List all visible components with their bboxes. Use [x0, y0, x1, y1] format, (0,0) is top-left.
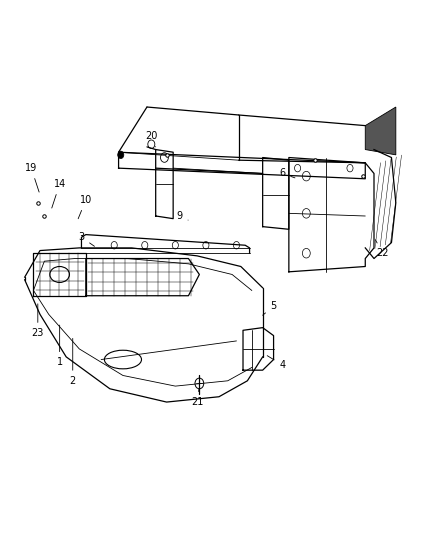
Text: 20: 20: [145, 131, 158, 147]
Text: 5: 5: [263, 301, 277, 315]
Text: 1: 1: [57, 325, 63, 367]
Text: 4: 4: [267, 356, 286, 370]
Text: 10: 10: [78, 195, 92, 219]
Text: 22: 22: [375, 240, 389, 258]
Text: 19: 19: [25, 163, 39, 192]
Polygon shape: [365, 107, 396, 155]
Text: 3: 3: [78, 232, 95, 246]
Text: 21: 21: [191, 389, 203, 407]
Text: 23: 23: [32, 304, 44, 338]
Circle shape: [118, 151, 124, 159]
Text: 2: 2: [70, 338, 76, 386]
Text: 14: 14: [52, 179, 66, 208]
Text: 6: 6: [279, 168, 295, 179]
Text: 9: 9: [177, 211, 188, 221]
